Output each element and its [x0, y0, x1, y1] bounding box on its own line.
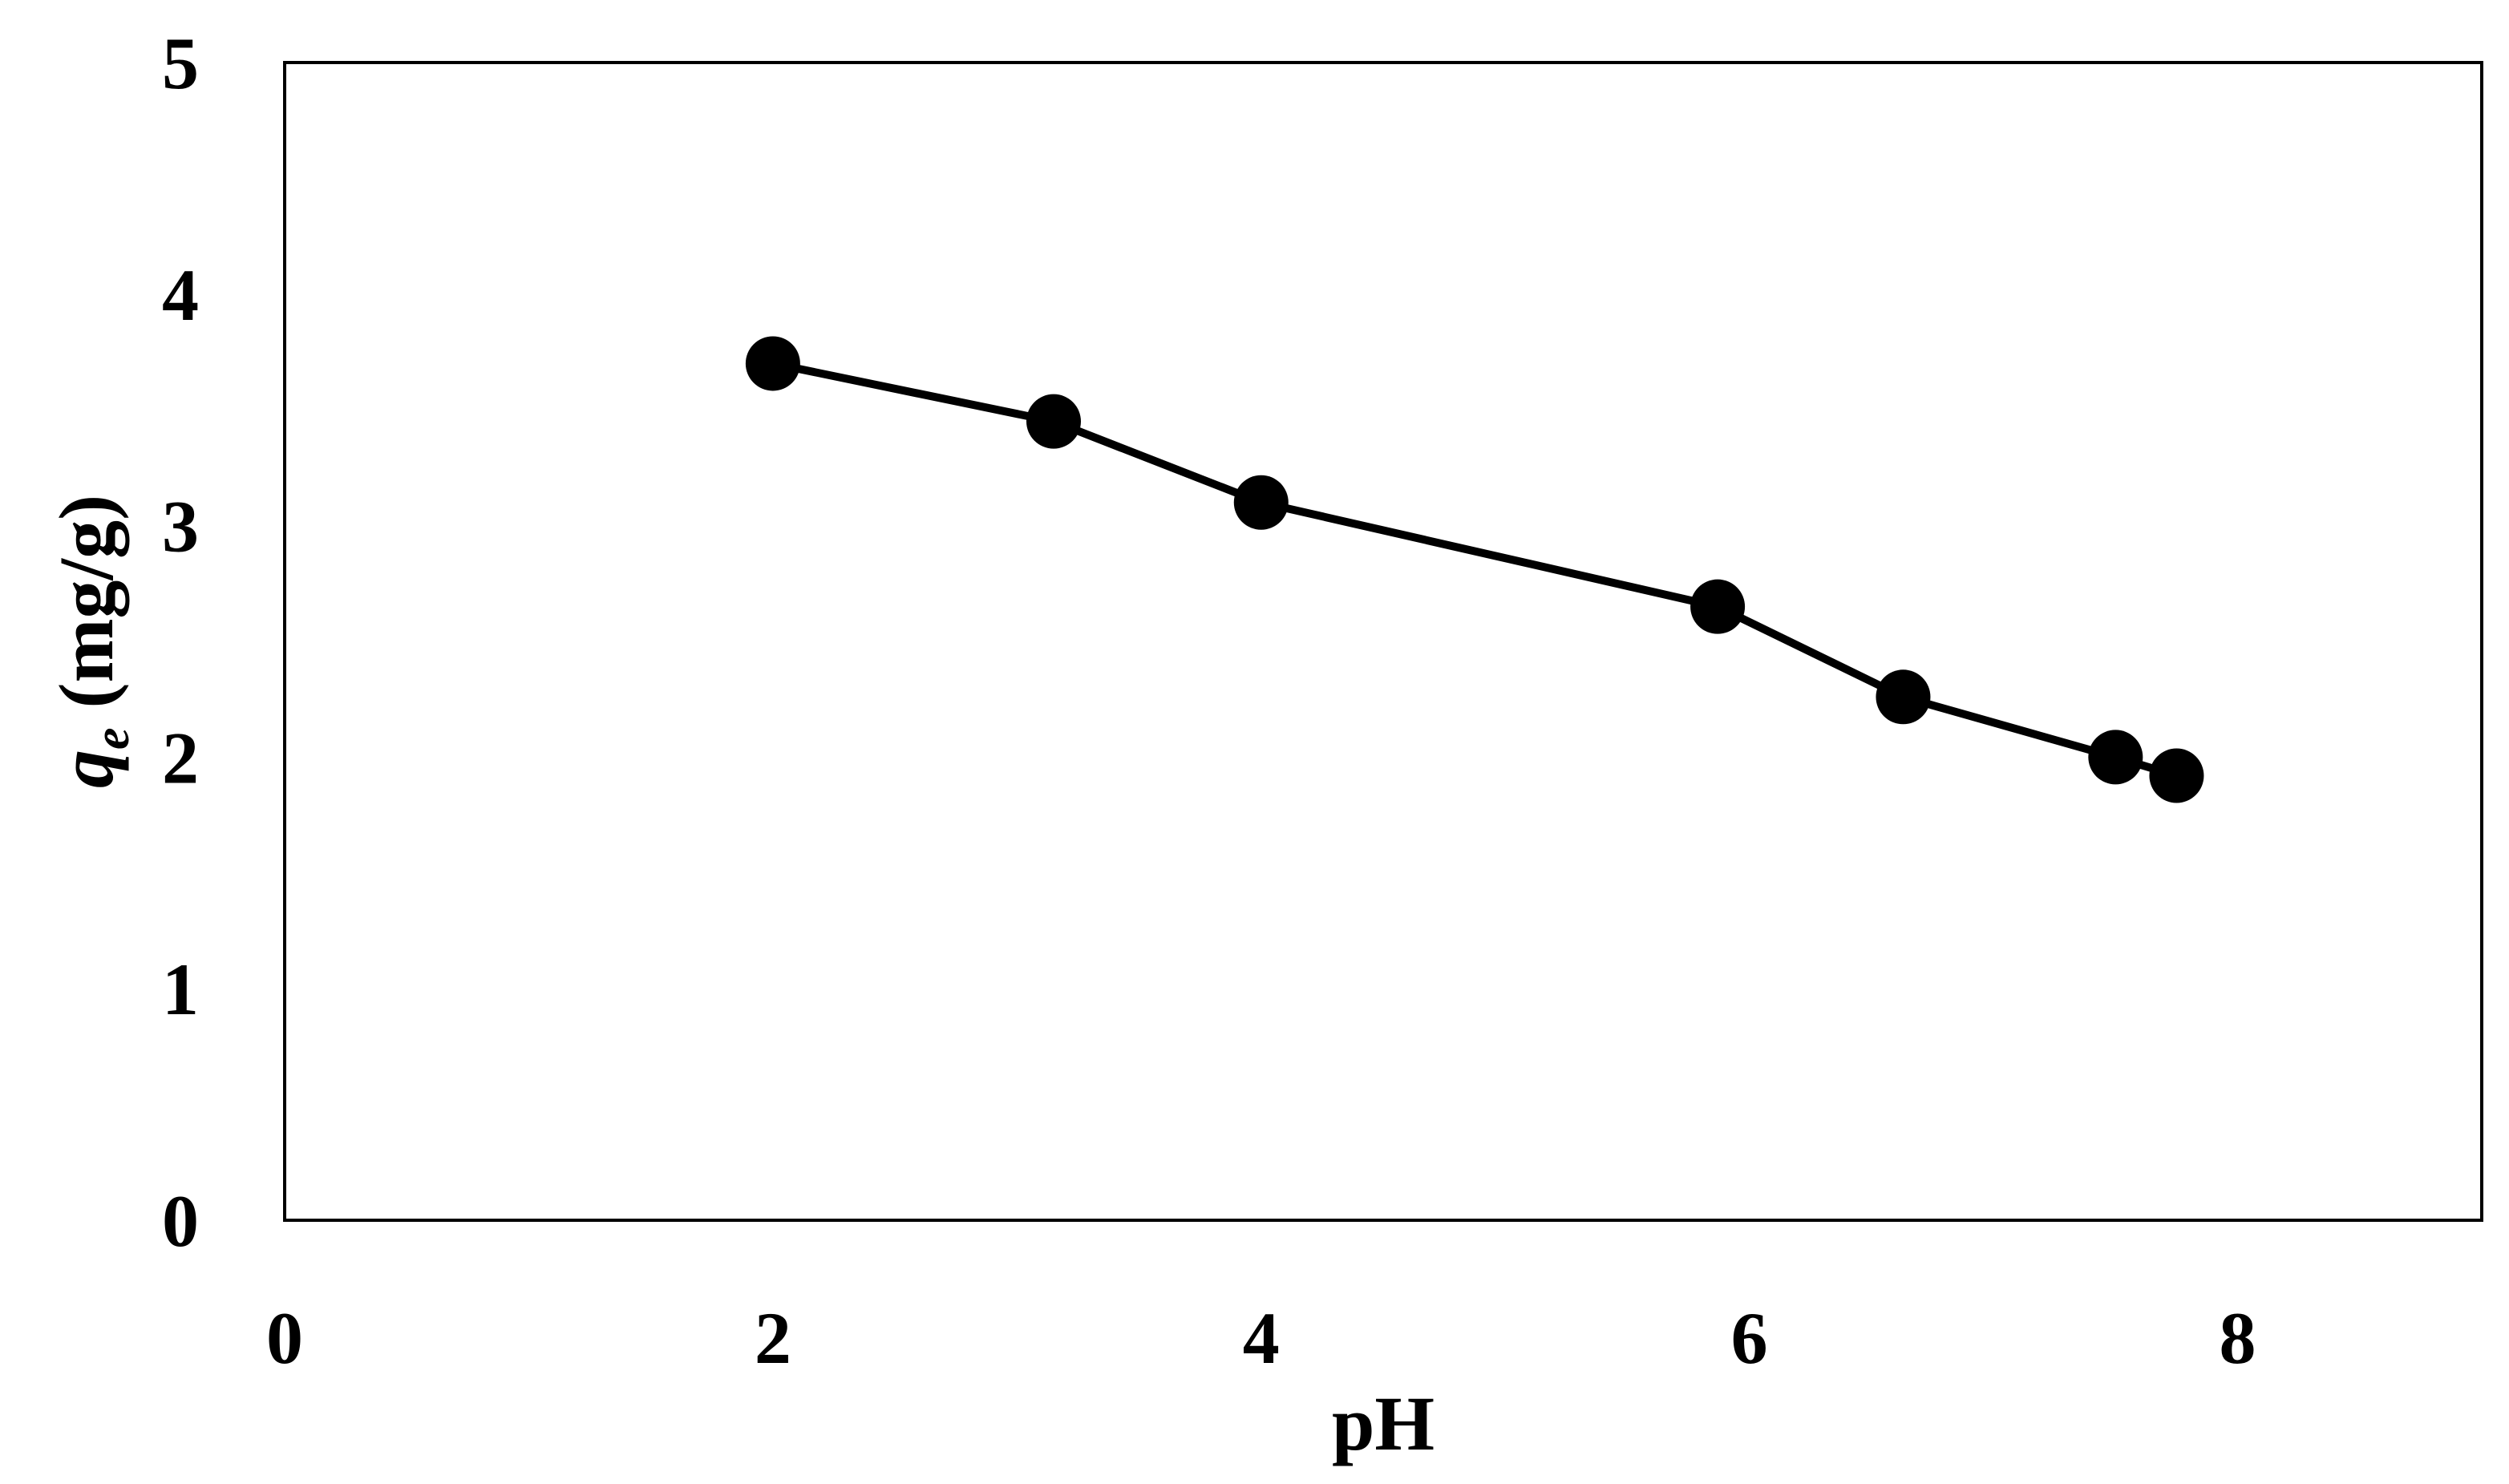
data-point: [1690, 579, 1746, 634]
y-tick-label: 2: [162, 717, 199, 799]
y-tick-label: 0: [162, 1180, 199, 1262]
x-tick-label: 4: [1243, 1297, 1280, 1379]
x-tick-label: 8: [2220, 1297, 2256, 1379]
data-point: [1876, 669, 1931, 725]
x-tick-label: 0: [266, 1297, 303, 1379]
data-points: [745, 336, 2204, 803]
y-axis-unit: (mg/g): [43, 495, 129, 728]
y-axis-subscript: e: [85, 728, 140, 750]
plot-area-frame: [283, 61, 2483, 1222]
data-point: [1233, 475, 1289, 530]
y-axis-symbol: q: [43, 750, 129, 788]
x-axis-title: pH: [1332, 1381, 1435, 1466]
x-tick-label: 2: [755, 1297, 791, 1379]
data-point: [1026, 394, 1081, 449]
data-point: [2088, 730, 2143, 785]
y-tick-label: 1: [162, 948, 199, 1030]
data-point: [2149, 748, 2204, 803]
y-axis-title: qe (mg/g): [43, 495, 140, 788]
data-point: [745, 336, 800, 391]
y-tick-label: 3: [162, 486, 199, 568]
x-tick-label: 6: [1731, 1297, 1768, 1379]
y-tick-labels: 0 1 2 3 4 5: [162, 22, 199, 1262]
series-line: [771, 359, 2178, 780]
y-tick-label: 5: [162, 22, 199, 104]
y-tick-label: 4: [162, 254, 199, 336]
x-tick-labels: 0 2 4 6 8: [266, 1297, 2256, 1379]
